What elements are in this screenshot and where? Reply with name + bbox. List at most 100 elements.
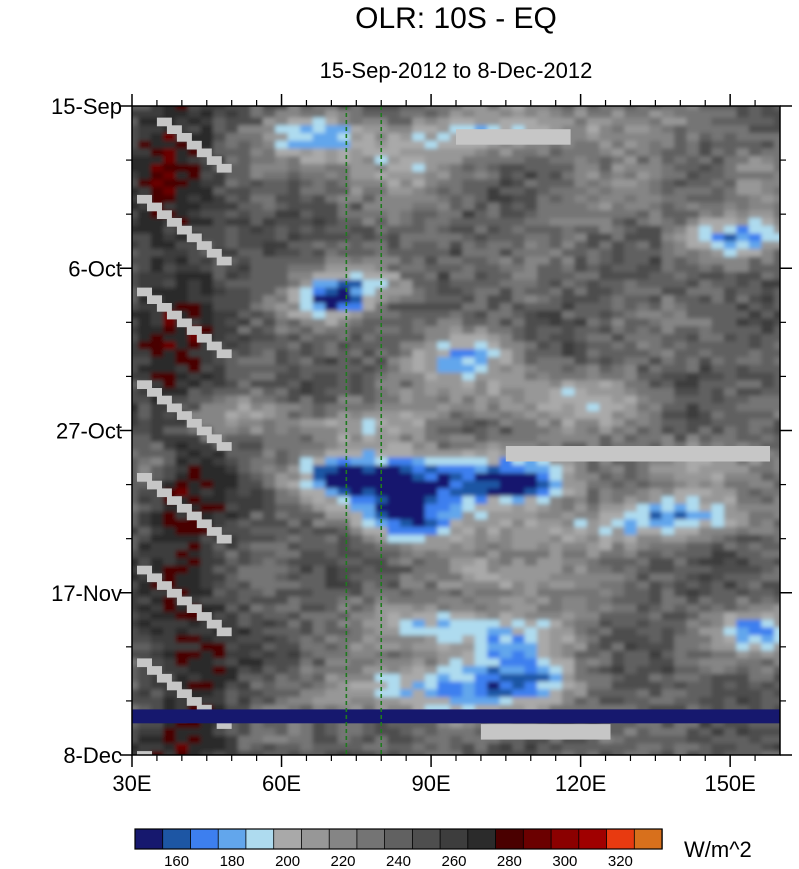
field-cell	[624, 341, 638, 351]
field-cell	[437, 449, 451, 459]
field-cell	[699, 581, 713, 590]
field-cell	[561, 635, 576, 644]
field-cell	[399, 326, 414, 335]
field-cell	[312, 202, 326, 212]
field-cell	[399, 434, 414, 443]
field-cell	[474, 210, 488, 219]
field-cell	[661, 256, 675, 266]
field-cell	[686, 558, 700, 567]
field-cell	[387, 310, 401, 320]
field-cell	[674, 241, 688, 250]
field-cell	[736, 488, 750, 497]
field-cell	[175, 117, 189, 127]
field-cell	[262, 125, 277, 134]
field-cell	[262, 550, 277, 559]
field-cell	[424, 218, 439, 227]
field-cell	[362, 295, 376, 304]
field-cell	[213, 357, 227, 366]
field-cell	[487, 735, 501, 745]
field-cell	[262, 542, 277, 551]
field-cell	[586, 380, 601, 389]
field-cell	[561, 751, 576, 755]
field-cell	[387, 496, 401, 505]
colorbar-swatch	[190, 828, 219, 850]
field-cell	[611, 627, 626, 636]
field-cell	[699, 403, 713, 412]
field-cell	[262, 179, 277, 188]
field-cell	[175, 233, 189, 242]
field-cell	[237, 194, 252, 204]
field-cell	[449, 264, 464, 273]
field-cell	[499, 565, 513, 575]
field-cell	[611, 697, 626, 706]
field-cell	[624, 109, 638, 119]
field-cell	[387, 225, 401, 235]
field-cell	[213, 650, 227, 660]
field-cell	[150, 457, 164, 466]
field-cell	[611, 488, 626, 497]
field-cell	[586, 357, 601, 366]
field-cell	[549, 225, 563, 235]
field-cell	[537, 318, 551, 327]
field-cell	[362, 357, 376, 366]
field-cell	[200, 573, 214, 582]
field-cell	[524, 689, 538, 698]
field-cell	[150, 241, 164, 250]
field-cell	[661, 248, 675, 258]
field-cell	[686, 256, 700, 266]
field-cell	[611, 743, 626, 752]
field-cell	[275, 573, 289, 582]
field-cell	[586, 326, 601, 335]
field-cell	[312, 666, 326, 675]
field-cell	[499, 418, 513, 428]
field-cell	[474, 156, 488, 165]
field-cell	[237, 503, 252, 513]
field-cell	[586, 411, 601, 420]
field-cell	[686, 106, 700, 111]
field-cell	[661, 612, 675, 621]
field-cell	[723, 233, 738, 242]
field-cell	[138, 558, 152, 567]
field-cell	[362, 326, 376, 335]
field-cell	[462, 241, 476, 250]
field-cell	[250, 303, 264, 312]
field-cell	[337, 106, 351, 111]
field-cell	[175, 287, 189, 297]
field-cell	[213, 372, 227, 382]
field-cell	[723, 527, 738, 536]
field-cell	[163, 264, 177, 273]
field-cell	[449, 681, 464, 691]
field-cell	[325, 503, 339, 513]
field-cell	[225, 426, 239, 436]
field-cell	[462, 658, 476, 667]
field-cell	[512, 650, 526, 660]
field-cell	[424, 542, 439, 551]
field-cell	[387, 581, 401, 590]
field-cell	[699, 303, 713, 312]
field-cell	[773, 202, 780, 212]
field-cell	[512, 241, 526, 250]
field-cell	[549, 333, 563, 343]
field-cell	[300, 171, 314, 181]
field-cell	[711, 511, 725, 521]
field-cell	[350, 125, 364, 134]
field-cell	[761, 751, 775, 755]
field-cell	[375, 395, 389, 405]
field-cell	[132, 643, 140, 652]
field-cell	[399, 743, 414, 752]
field-cell	[661, 364, 675, 374]
field-cell	[424, 171, 439, 181]
field-cell	[487, 558, 501, 567]
field-cell	[487, 187, 501, 196]
field-cell	[462, 635, 476, 644]
field-cell	[362, 743, 376, 752]
field-cell	[138, 496, 152, 505]
field-cell	[250, 666, 264, 675]
field-cell	[250, 241, 264, 250]
field-cell	[188, 503, 202, 513]
field-cell	[213, 310, 227, 320]
field-cell	[200, 457, 214, 466]
field-cell	[561, 403, 576, 412]
field-cell	[350, 210, 364, 219]
field-cell	[200, 364, 214, 374]
